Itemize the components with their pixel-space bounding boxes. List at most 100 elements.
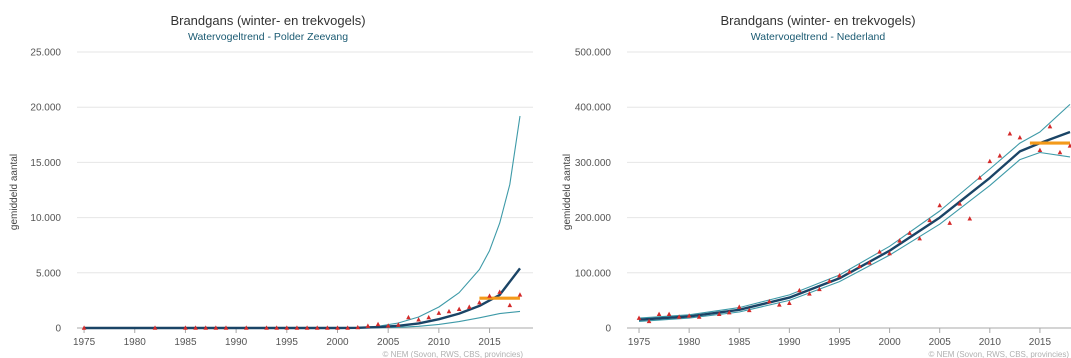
- x-tick-label: 1975: [628, 337, 651, 348]
- count-point: [947, 220, 953, 225]
- count-point: [355, 324, 361, 330]
- count-point: [243, 325, 249, 330]
- x-tick-label: 2010: [979, 337, 1002, 348]
- lower-confidence-line: [638, 151, 1071, 322]
- count-point: [1037, 147, 1043, 153]
- x-tick-label: 1980: [678, 337, 701, 348]
- count-point: [736, 304, 742, 309]
- x-tick-label: 1990: [778, 337, 801, 348]
- count-point: [636, 315, 642, 320]
- x-tick-label: 2010: [428, 337, 451, 348]
- count-point: [897, 238, 902, 243]
- x-tick-label: 2000: [878, 337, 901, 348]
- count-point: [446, 308, 452, 314]
- count-point: [987, 158, 993, 164]
- count-point: [325, 325, 330, 330]
- count-point: [857, 263, 862, 268]
- chart-svg-nederland: Brandgans (winter- en trekvogels) Waterv…: [562, 13, 1071, 358]
- count-point: [477, 300, 482, 305]
- count-point: [274, 325, 279, 330]
- x-tick-label: 2005: [929, 337, 952, 348]
- count-point: [416, 317, 421, 322]
- count-point: [81, 325, 87, 330]
- y-tick-label: 25.000: [30, 48, 61, 59]
- count-point: [686, 313, 692, 318]
- count-point: [1017, 134, 1023, 140]
- gridlines: [77, 51, 533, 329]
- count-point: [817, 286, 822, 292]
- y-tick-label: 200.000: [575, 213, 612, 224]
- count-point: [787, 300, 792, 305]
- count-point: [456, 306, 462, 312]
- count-point: [887, 250, 892, 256]
- count-point: [716, 311, 722, 316]
- count-point: [365, 323, 371, 328]
- chart-panel-nederland: Brandgans (winter- en trekvogels) Waterv…: [553, 0, 1071, 358]
- count-point: [807, 291, 812, 296]
- count-point: [676, 314, 682, 319]
- x-tick-label: 1985: [174, 337, 197, 348]
- x-tick-label: 1975: [73, 337, 96, 348]
- count-point: [406, 314, 411, 320]
- count-point: [646, 318, 652, 324]
- x-tick-label: 1995: [828, 337, 851, 348]
- count-point: [466, 304, 472, 309]
- count-point: [183, 325, 188, 330]
- count-point: [656, 311, 662, 316]
- count-point: [304, 325, 310, 330]
- chart-title: Brandgans (winter- en trekvogels): [170, 13, 365, 28]
- count-point: [1047, 123, 1053, 129]
- count-point: [1057, 149, 1063, 155]
- x-tick-label: 2015: [1029, 337, 1052, 348]
- y-tick-label: 500.000: [575, 48, 612, 59]
- count-point: [847, 269, 852, 274]
- count-point: [375, 321, 381, 327]
- chart-subtitle: Watervogeltrend - Nederland: [751, 31, 886, 43]
- count-point: [957, 201, 963, 206]
- chart-svg-polder-zeevang: Brandgans (winter- en trekvogels) Waterv…: [9, 13, 533, 358]
- y-axis-label: gemiddeld aantal: [562, 154, 573, 230]
- chart-subtitle: Watervogeltrend - Polder Zeevang: [188, 31, 348, 43]
- count-point: [967, 216, 973, 221]
- count-point: [223, 325, 229, 330]
- count-point: [385, 323, 391, 328]
- count-point: [1007, 131, 1013, 136]
- count-point: [203, 325, 209, 330]
- y-tick-label: 10.000: [30, 213, 61, 224]
- count-point: [696, 314, 702, 319]
- count-point: [264, 325, 269, 330]
- y-tick-label: 15.000: [30, 158, 61, 169]
- count-point: [193, 325, 198, 330]
- chart-credit: © NEM (Sovon, RWS, CBS, provincies): [383, 350, 524, 358]
- count-point: [867, 260, 872, 265]
- count-point: [997, 153, 1003, 158]
- x-tick-label: 2000: [326, 337, 349, 348]
- chart-credit: © NEM (Sovon, RWS, CBS, provincies): [929, 350, 1070, 358]
- x-tick-label: 1995: [276, 337, 299, 348]
- count-point: [937, 202, 942, 208]
- count-point: [777, 302, 782, 307]
- count-point: [827, 278, 832, 283]
- x-tick-label: 1990: [225, 337, 248, 348]
- count-point: [746, 307, 752, 313]
- x-tick-label: 2015: [478, 337, 501, 348]
- y-tick-label: 5.000: [36, 268, 61, 279]
- x-tick-label: 2005: [377, 337, 400, 348]
- count-point: [837, 272, 842, 278]
- count-point: [152, 325, 158, 330]
- count-point: [907, 230, 912, 235]
- count-point: [345, 325, 350, 330]
- y-tick-label: 20.000: [30, 103, 61, 114]
- gridlines: [627, 51, 1071, 329]
- y-axis-label: gemiddeld aantal: [9, 154, 20, 230]
- upper-confidence-line: [84, 115, 521, 329]
- count-point: [1067, 143, 1071, 148]
- count-point: [314, 325, 320, 330]
- chart-panel-polder-zeevang: Brandgans (winter- en trekvogels) Waterv…: [0, 0, 535, 358]
- count-point: [666, 311, 672, 316]
- count-point: [797, 287, 802, 293]
- y-tick-label: 0: [605, 324, 611, 335]
- trend-line: [638, 130, 1071, 321]
- x-tick-label: 1985: [728, 337, 751, 348]
- count-point: [284, 325, 290, 330]
